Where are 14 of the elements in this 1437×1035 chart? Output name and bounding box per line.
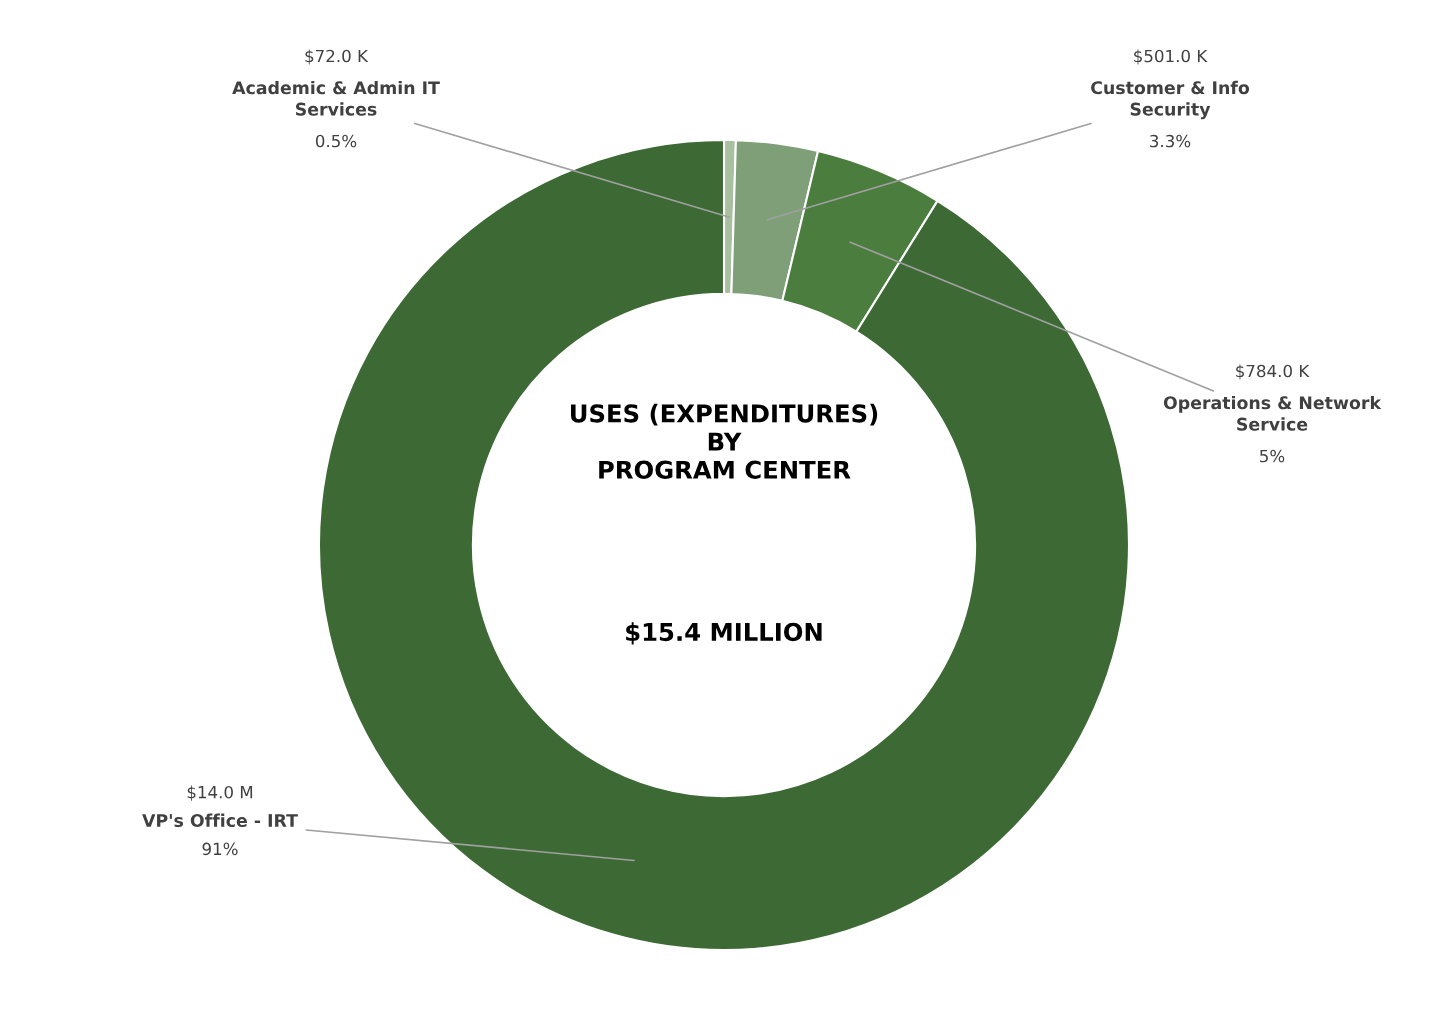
data-label: $72.0 K: [305, 49, 369, 65]
slice-label: VP's Office - IRT: [142, 813, 298, 828]
slice-label: Operations & Network Service: [1163, 395, 1382, 431]
text: 5%: [1260, 449, 1285, 463]
text: 0.5%: [315, 134, 357, 148]
data-label: $784.0 K: [1236, 364, 1310, 380]
text: 3.3%: [1150, 134, 1191, 148]
slice-label: Academic & Admin IT Services: [232, 80, 440, 116]
text: $15.4 MILLION: [626, 622, 822, 645]
slice-label: Customer & Info Security: [1091, 80, 1250, 120]
data-label: $501.0 K: [1134, 49, 1208, 65]
text: USES (EXPENDITURES) BY PROGRAM CENTER: [570, 403, 878, 479]
data-label: $14.0 M: [187, 785, 253, 801]
text: 91%: [202, 842, 238, 856]
